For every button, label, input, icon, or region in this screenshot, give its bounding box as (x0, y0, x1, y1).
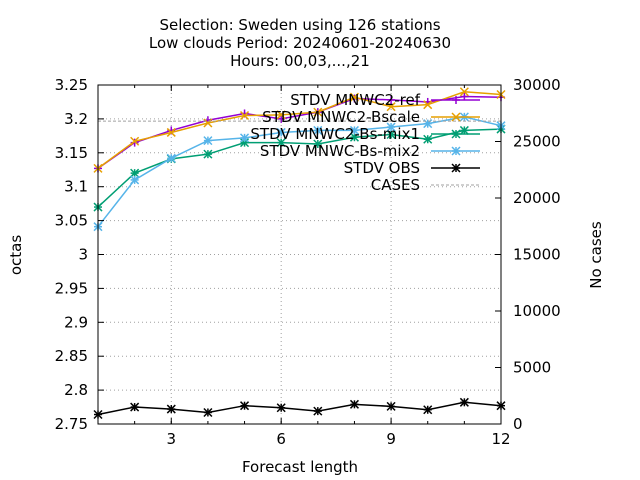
data-point (460, 92, 469, 101)
data-point (387, 95, 396, 104)
title-line: Low clouds Period: 20240601-20240630 (149, 34, 451, 52)
y-tick-label: 2.85 (55, 347, 88, 365)
legend-marker (452, 96, 460, 104)
data-point (313, 406, 323, 416)
data-point (240, 401, 250, 411)
data-point (313, 139, 323, 149)
y2-tick-label: 20000 (513, 189, 561, 207)
y2-tick-label: 0 (513, 415, 523, 433)
series-line-0 (97, 95, 502, 170)
data-point (349, 92, 359, 102)
data-point (423, 405, 433, 415)
data-point (130, 175, 140, 185)
data-point (459, 397, 469, 407)
y-tick-label: 3.25 (55, 76, 88, 94)
legend-label: STDV MNWC-Bs-mix2 (260, 142, 420, 160)
data-point (423, 100, 433, 110)
data-point (203, 136, 213, 146)
data-point (130, 402, 140, 412)
series-line-3 (97, 116, 502, 228)
y-axis-label: octas (7, 235, 25, 275)
legend-label: STDV MNWC2-ref (290, 91, 420, 109)
data-point (313, 107, 323, 117)
x-tick-label: 3 (166, 430, 176, 448)
data-point (459, 87, 469, 97)
data-point (386, 122, 396, 132)
y2-tick-label: 10000 (513, 302, 561, 320)
y2-tick-label: 5000 (513, 359, 551, 377)
data-point (203, 118, 213, 128)
x-tick-label: 12 (491, 430, 510, 448)
chart-title: Selection: Sweden using 126 stationsLow … (149, 16, 451, 70)
data-point (276, 110, 286, 120)
legend-marker (451, 146, 461, 156)
data-point (386, 129, 396, 140)
title-line: Selection: Sweden using 126 stations (159, 16, 440, 34)
legend-label: STDV MNWC2-Bs-mix1 (250, 125, 420, 143)
title-line: Hours: 00,03,...,21 (230, 52, 370, 70)
y-tick-label: 2.8 (64, 381, 88, 399)
data-point (203, 149, 213, 159)
y2-tick-label: 30000 (513, 76, 561, 94)
data-point (276, 138, 286, 148)
x-tick-label: 9 (386, 430, 396, 448)
data-point (386, 401, 396, 411)
legend-label: CASES (371, 176, 420, 194)
data-point (349, 132, 359, 142)
y-tick-label: 3 (78, 246, 88, 264)
data-point (166, 404, 176, 414)
data-point (349, 125, 359, 135)
y-tick-label: 2.9 (64, 313, 88, 331)
x-tick-label: 6 (276, 430, 286, 448)
series-line-1 (97, 91, 502, 169)
data-point (423, 134, 433, 144)
data-point (166, 153, 176, 163)
y-tick-label: 3.15 (55, 144, 88, 162)
legend-label: STDV OBS (344, 159, 420, 177)
legend-label: STDV MNWC2-Bscale (262, 108, 420, 126)
y-tick-label: 3.05 (55, 212, 88, 230)
data-point (130, 136, 140, 146)
y2-axis-label: No cases (587, 221, 605, 289)
legend-marker (451, 163, 461, 173)
data-point (240, 133, 250, 143)
y2-tick-label: 25000 (513, 133, 561, 151)
data-point (276, 403, 286, 413)
legend-marker (451, 129, 461, 139)
data-point (349, 399, 359, 409)
data-point (130, 168, 140, 178)
y-tick-label: 3.1 (64, 178, 88, 196)
y-tick-label: 2.95 (55, 279, 88, 297)
legend-marker (451, 112, 461, 122)
y-tick-label: 2.75 (55, 415, 88, 433)
data-point (240, 110, 250, 121)
data-point (166, 127, 176, 137)
data-point (276, 127, 286, 137)
data-point (459, 125, 469, 135)
data-point (277, 114, 286, 123)
y-tick-label: 3.2 (64, 110, 88, 128)
axes: 3 6 9 12 2.75 2.8 2.85 2.9 2.95 3 3.05 3.1 3.15 3.2 3.… (55, 76, 561, 448)
data-point (313, 125, 323, 135)
y2-tick-label: 15000 (513, 246, 561, 264)
series-line-4 (97, 401, 502, 416)
data-point (203, 407, 213, 418)
data-point (386, 102, 396, 112)
x-axis-label: Forecast length (242, 458, 358, 476)
